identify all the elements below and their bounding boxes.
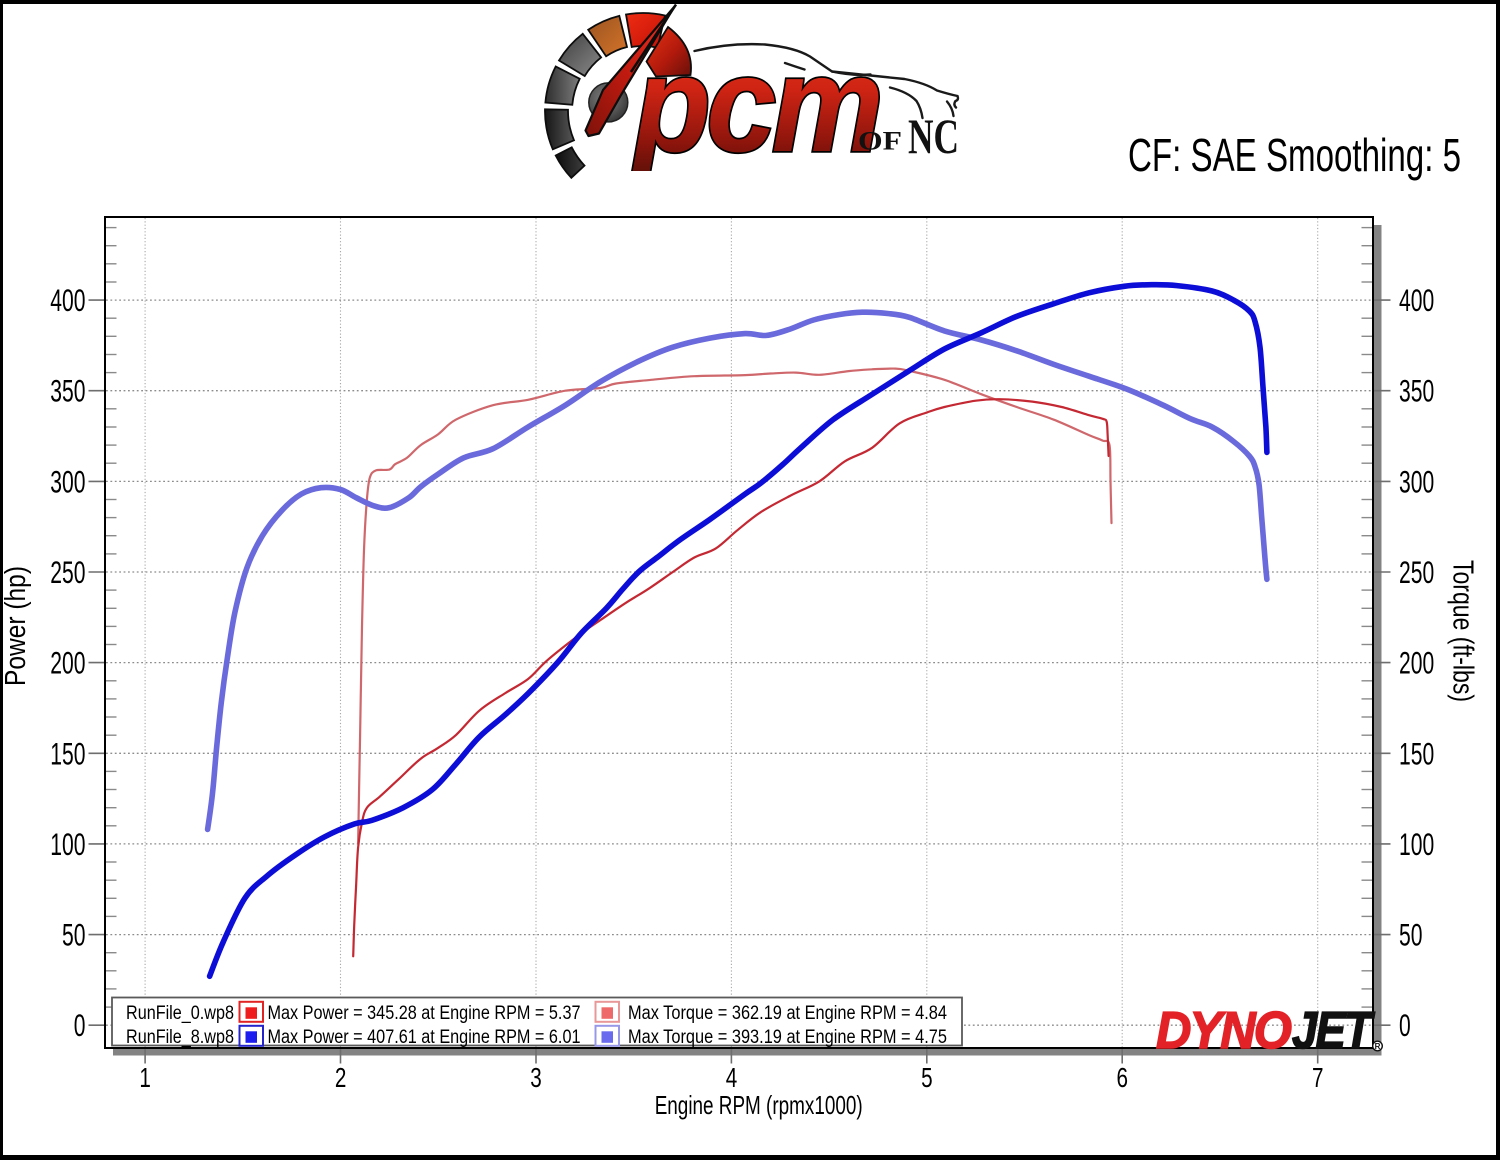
svg-text:pcm: pcm: [631, 28, 879, 180]
svg-text:4: 4: [726, 1062, 738, 1093]
svg-text:DYNO: DYNO: [1156, 1002, 1291, 1060]
svg-text:100: 100: [1399, 827, 1434, 862]
svg-text:OF: OF: [858, 127, 902, 156]
svg-text:50: 50: [62, 918, 86, 953]
svg-text:350: 350: [1399, 374, 1434, 409]
svg-text:5: 5: [921, 1062, 933, 1093]
svg-text:7: 7: [1312, 1062, 1324, 1093]
svg-text:NC: NC: [908, 108, 959, 164]
svg-text:Max Torque = 393.19 at Engine: Max Torque = 393.19 at Engine RPM = 4.75: [628, 1027, 947, 1048]
svg-text:200: 200: [50, 646, 85, 681]
svg-text:0: 0: [74, 1008, 86, 1043]
svg-text:300: 300: [1399, 464, 1434, 499]
svg-text:150: 150: [50, 736, 85, 771]
svg-text:RunFile_8.wp8: RunFile_8.wp8: [126, 1027, 234, 1048]
svg-text:Engine RPM (rpmx1000): Engine RPM (rpmx1000): [655, 1090, 863, 1120]
svg-text:RunFile_0.wp8: RunFile_0.wp8: [126, 1003, 234, 1024]
svg-text:350: 350: [50, 374, 85, 409]
svg-text:200: 200: [1399, 646, 1434, 681]
svg-text:250: 250: [1399, 555, 1434, 590]
svg-text:Max Torque = 362.19 at Engine: Max Torque = 362.19 at Engine RPM = 4.84: [628, 1003, 947, 1024]
svg-text:6: 6: [1117, 1062, 1129, 1093]
svg-text:JET: JET: [1292, 1002, 1375, 1060]
svg-text:R: R: [1375, 1042, 1381, 1051]
svg-text:400: 400: [1399, 283, 1434, 318]
svg-text:50: 50: [1399, 918, 1423, 953]
svg-text:Max Power = 345.28 at Engine R: Max Power = 345.28 at Engine RPM = 5.37: [268, 1003, 581, 1024]
svg-text:0: 0: [1399, 1008, 1411, 1043]
svg-text:2: 2: [335, 1062, 347, 1093]
svg-text:1: 1: [139, 1062, 151, 1093]
svg-text:300: 300: [50, 464, 85, 499]
svg-text:100: 100: [50, 827, 85, 862]
svg-text:400: 400: [50, 283, 85, 318]
svg-text:3: 3: [530, 1062, 542, 1093]
svg-text:Max Power = 407.61 at Engine R: Max Power = 407.61 at Engine RPM = 6.01: [268, 1027, 581, 1048]
svg-text:Power (hp): Power (hp): [0, 566, 32, 686]
svg-text:CF: SAE Smoothing: 5: CF: SAE Smoothing: 5: [1128, 129, 1461, 181]
svg-text:250: 250: [50, 555, 85, 590]
svg-text:Torque (ft-lbs): Torque (ft-lbs): [1447, 560, 1479, 702]
svg-text:150: 150: [1399, 736, 1434, 771]
